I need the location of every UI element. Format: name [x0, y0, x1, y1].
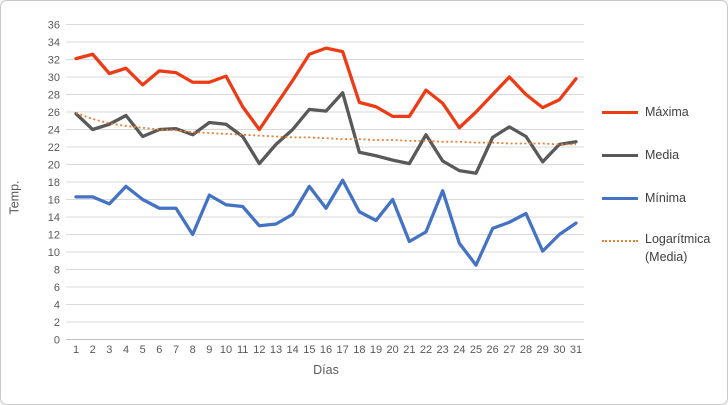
- svg-text:7: 7: [173, 344, 179, 356]
- svg-text:12: 12: [48, 230, 60, 242]
- svg-text:10: 10: [48, 247, 60, 259]
- svg-text:9: 9: [206, 344, 212, 356]
- svg-text:17: 17: [337, 344, 349, 356]
- svg-text:19: 19: [370, 344, 382, 356]
- svg-text:28: 28: [520, 344, 532, 356]
- y-axis-title: Temp.: [7, 180, 22, 215]
- series-line-m-xima: [74, 46, 578, 132]
- svg-text:2: 2: [90, 344, 96, 356]
- series-line-m-nima: [74, 178, 578, 267]
- svg-text:18: 18: [48, 177, 60, 189]
- svg-text:8: 8: [54, 265, 60, 277]
- svg-text:6: 6: [54, 282, 60, 294]
- svg-text:36: 36: [48, 20, 60, 32]
- legend-label-maxima: Máxima: [645, 104, 689, 119]
- svg-text:20: 20: [387, 344, 399, 356]
- legend-swatch-logaritmica-dotted-line: [602, 240, 638, 242]
- svg-text:26: 26: [487, 344, 499, 356]
- svg-text:31: 31: [570, 344, 582, 356]
- svg-text:16: 16: [48, 195, 60, 207]
- svg-text:32: 32: [48, 55, 60, 67]
- legend-label-logaritmica: Logarítmica (Media): [645, 232, 711, 265]
- legend-item-media: Media: [602, 144, 724, 166]
- legend-swatch-media-line: [602, 153, 638, 157]
- svg-text:24: 24: [453, 344, 465, 356]
- svg-text:27: 27: [503, 344, 515, 356]
- svg-text:12: 12: [253, 344, 265, 356]
- legend: Máxima Media Mínima Logarítmica (Media): [602, 101, 724, 287]
- svg-text:6: 6: [156, 344, 162, 356]
- svg-text:0: 0: [54, 335, 60, 347]
- series-line-logar-tmica-media: [75, 112, 576, 146]
- svg-text:20: 20: [48, 160, 60, 172]
- svg-text:22: 22: [420, 344, 432, 356]
- legend-label-media: Media: [645, 147, 680, 162]
- svg-text:16: 16: [320, 344, 332, 356]
- svg-text:10: 10: [220, 344, 232, 356]
- x-axis-tick-labels: 1 2 3 4 5 6 7 8 9 10 11 12 13 14 15 16 17 18 19 20 21 22 23 24 2…: [73, 344, 582, 356]
- svg-text:8: 8: [190, 344, 196, 356]
- series-line-media: [74, 91, 578, 175]
- svg-text:23: 23: [437, 344, 449, 356]
- svg-text:14: 14: [48, 212, 60, 224]
- svg-text:24: 24: [48, 125, 60, 137]
- svg-text:25: 25: [470, 344, 482, 356]
- x-axis-title: Días: [313, 363, 339, 377]
- svg-text:13: 13: [270, 344, 282, 356]
- svg-text:26: 26: [48, 107, 60, 119]
- svg-text:3: 3: [106, 344, 112, 356]
- legend-label-minima: Mínima: [645, 190, 686, 205]
- legend-swatch-minima-line: [602, 196, 638, 200]
- svg-text:18: 18: [353, 344, 365, 356]
- legend-swatch-maxima-line: [602, 110, 638, 114]
- svg-text:4: 4: [123, 344, 129, 356]
- svg-text:4: 4: [54, 300, 60, 312]
- svg-text:22: 22: [48, 142, 60, 154]
- svg-text:29: 29: [537, 344, 549, 356]
- legend-item-logaritmica: Logarítmica (Media): [602, 230, 724, 266]
- svg-text:11: 11: [237, 344, 248, 356]
- svg-text:30: 30: [553, 344, 565, 356]
- gridlines: [66, 24, 584, 323]
- svg-text:34: 34: [48, 37, 60, 49]
- svg-text:2: 2: [54, 317, 60, 329]
- svg-text:30: 30: [48, 72, 60, 84]
- legend-item-minima: Mínima: [602, 187, 724, 209]
- svg-text:5: 5: [140, 344, 146, 356]
- svg-text:21: 21: [403, 344, 415, 356]
- svg-text:1: 1: [73, 344, 79, 356]
- svg-text:15: 15: [303, 344, 315, 356]
- svg-text:28: 28: [48, 90, 60, 102]
- legend-item-maxima: Máxima: [602, 101, 724, 123]
- svg-text:14: 14: [287, 344, 299, 356]
